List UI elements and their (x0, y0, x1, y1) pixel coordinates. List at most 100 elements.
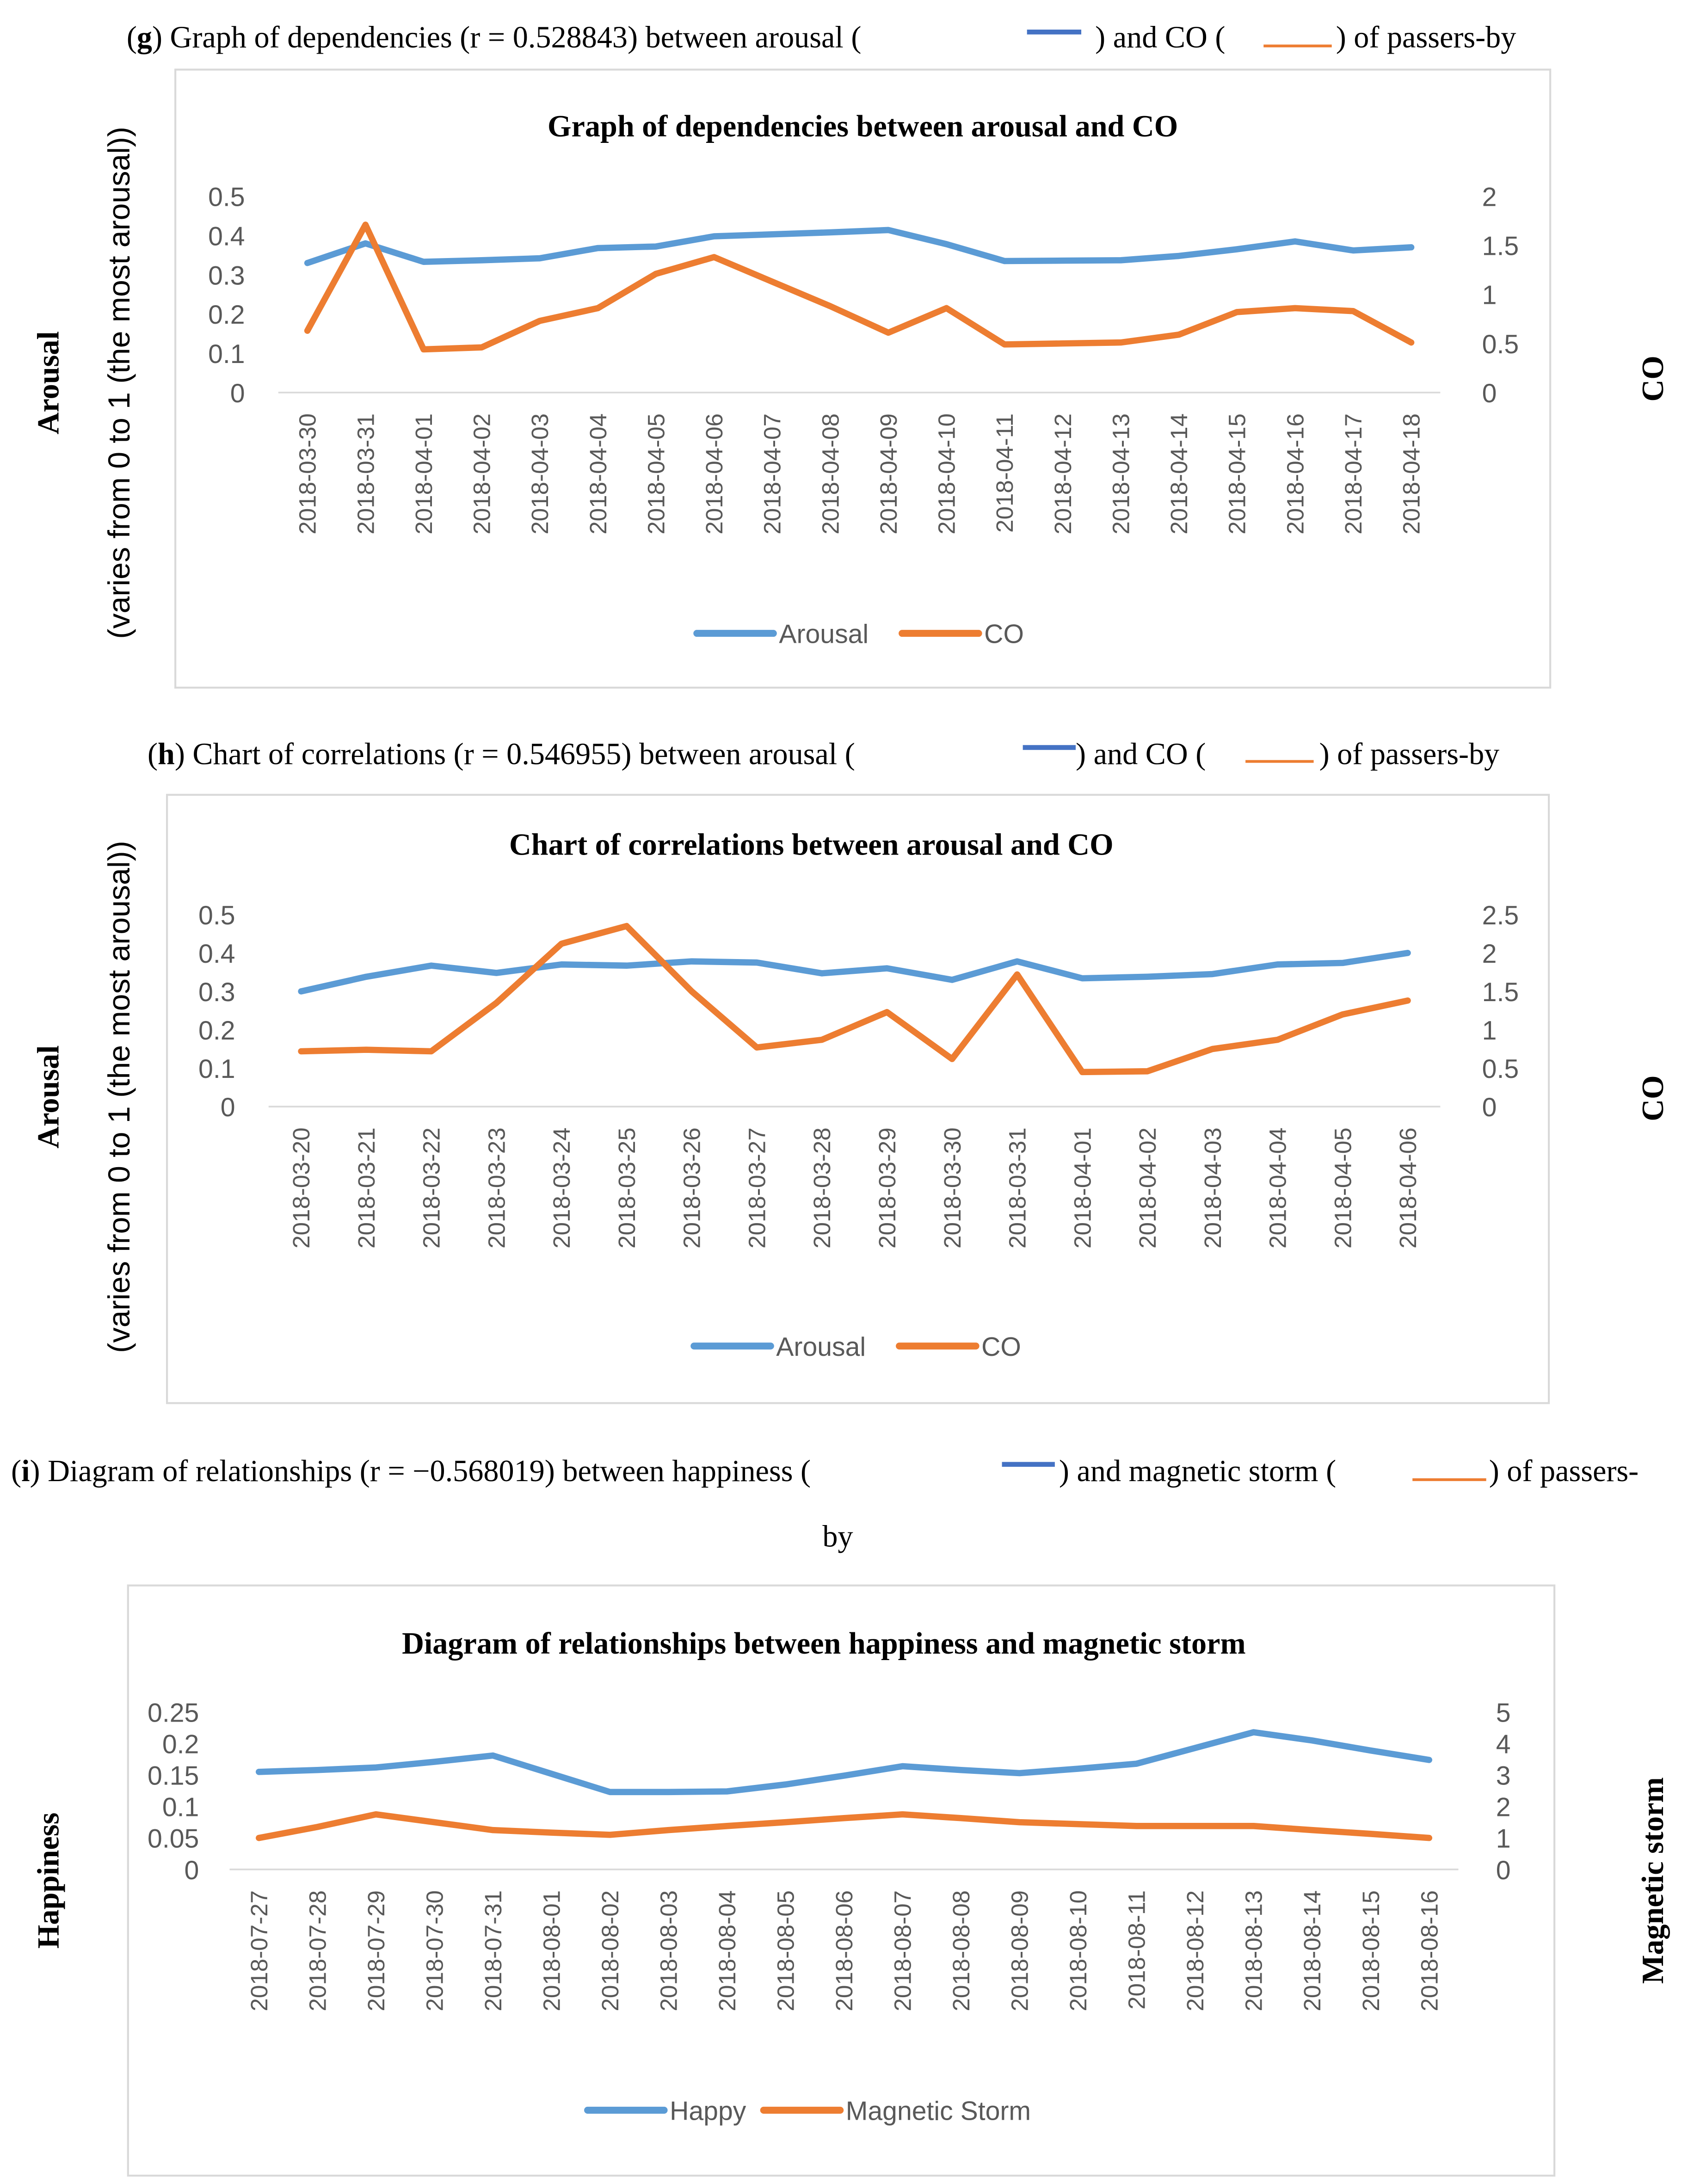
y-tick-label-right: 2 (1482, 939, 1497, 969)
y-tick-label-right: 2.5 (1482, 901, 1519, 930)
y-tick-label-right: 1 (1496, 1824, 1511, 1854)
data-point (958, 1815, 964, 1821)
data-point (373, 1811, 379, 1817)
x-tick-label: 2018-04-16 (1282, 413, 1308, 535)
legend-label: CO (984, 620, 1024, 649)
data-point (711, 233, 717, 239)
data-point (841, 1815, 847, 1821)
y-tick-label-left: 0.3 (198, 978, 235, 1007)
figure-i: (i) Diagram of relationships (r = −0.568… (11, 1454, 1670, 2177)
x-tick-label: 2018-08-11 (1124, 1890, 1150, 2010)
x-tick-label: 2018-04-03 (527, 413, 553, 535)
data-point (1016, 1819, 1023, 1825)
x-tick-label: 2018-03-20 (288, 1127, 314, 1249)
x-tick-label: 2018-08-08 (948, 1890, 974, 2012)
caption-h: (h) Chart of correlations (r = 0.546955)… (148, 738, 855, 771)
data-point (1408, 244, 1414, 250)
data-point (1340, 960, 1346, 966)
data-point (420, 346, 426, 352)
series-line-magnetic-storm (255, 1811, 1433, 1841)
y-axis-label-left-sub: (varies from 0 to 1 (the most arousal)) (102, 127, 136, 639)
data-point (537, 255, 543, 261)
data-point (885, 330, 891, 336)
data-point (420, 259, 426, 265)
x-tick-label: 2018-04-06 (701, 413, 727, 535)
data-point (782, 1819, 789, 1825)
data-point (653, 271, 659, 277)
data-point (1134, 1760, 1140, 1766)
series-line-co (298, 923, 1411, 1076)
data-point (1192, 1823, 1198, 1829)
y-tick-label-right: 1 (1482, 281, 1497, 310)
chart-frame-i (127, 1584, 1556, 2177)
x-tick-label: 2018-08-10 (1065, 1890, 1091, 2012)
y-tick-label-left: 0.4 (208, 221, 245, 251)
x-tick-label: 2018-04-01 (411, 413, 437, 535)
x-tick-label: 2018-07-27 (246, 1890, 272, 2012)
y-tick-label-right: 2 (1482, 182, 1497, 212)
x-tick-label: 2018-08-13 (1241, 1890, 1267, 2012)
x-tick-label: 2018-08-04 (714, 1890, 740, 2012)
legend-label: Magnetic Storm (846, 2097, 1031, 2126)
data-point (827, 229, 833, 235)
data-point (548, 1771, 554, 1777)
figure-h: (h) Chart of correlations (r = 0.546955)… (31, 738, 1670, 1404)
data-point (431, 1759, 437, 1765)
data-point (314, 1767, 320, 1773)
caption-letter: g (137, 20, 152, 54)
y-tick-label-right: 3 (1496, 1761, 1511, 1791)
x-tick-label: 2018-03-21 (353, 1127, 380, 1249)
data-point (363, 240, 369, 246)
data-point (885, 227, 891, 233)
series-line-arousal (298, 950, 1411, 995)
y-axis-label-right: CO (1636, 356, 1670, 401)
data-point (653, 243, 659, 249)
data-point (623, 963, 629, 969)
legend-label: Arousal (776, 1332, 866, 1362)
data-point (1251, 1823, 1257, 1829)
data-point (623, 923, 629, 929)
x-tick-label: 2018-07-31 (480, 1890, 506, 2012)
x-tick-label: 2018-08-01 (538, 1890, 565, 2012)
data-point (1075, 1821, 1081, 1827)
series-line-arousal (304, 227, 1415, 266)
data-point (304, 260, 310, 266)
y-axis-label-left: Arousal (31, 1045, 65, 1148)
y-tick-label-left: 0.15 (148, 1761, 199, 1791)
data-point (298, 1048, 304, 1054)
x-tick-label: 2018-03-23 (483, 1127, 510, 1249)
data-point (769, 231, 775, 237)
x-tick-label: 2018-03-31 (1004, 1127, 1031, 1249)
figure-g: (g) Graph of dependencies (r = 0.528843)… (31, 20, 1670, 689)
x-tick-label: 2018-08-03 (655, 1890, 682, 2012)
data-point (428, 963, 434, 969)
data-point (1144, 974, 1150, 980)
data-point (1426, 1757, 1432, 1763)
y-axis-label-left-sub: (varies from 0 to 1 (the most arousal)) (102, 841, 136, 1353)
data-point (1368, 1747, 1374, 1753)
data-point (595, 245, 601, 251)
y-tick-label-right: 0.5 (1482, 1054, 1519, 1084)
x-tick-label: 2018-04-06 (1395, 1127, 1421, 1249)
data-point (1075, 1766, 1081, 1772)
y-tick-label-left: 0.4 (198, 939, 235, 969)
data-point (841, 1772, 847, 1778)
x-tick-label: 2018-04-03 (1200, 1127, 1226, 1249)
data-point (1079, 1069, 1085, 1075)
data-point (479, 257, 485, 263)
data-point (1405, 997, 1411, 1003)
data-point (1426, 1835, 1432, 1841)
data-point (1060, 258, 1066, 264)
data-point (782, 1781, 789, 1787)
caption-text: ) Graph of dependencies (r = 0.528843) b… (152, 20, 861, 54)
data-point (1275, 961, 1281, 967)
data-point (304, 328, 310, 334)
data-point (1408, 339, 1414, 345)
y-tick-label-left: 0.5 (208, 182, 245, 212)
data-point (298, 988, 304, 994)
chart-frame-g (174, 68, 1552, 689)
y-tick-label-right: 0 (1496, 1856, 1511, 1885)
data-point (1368, 1831, 1374, 1837)
